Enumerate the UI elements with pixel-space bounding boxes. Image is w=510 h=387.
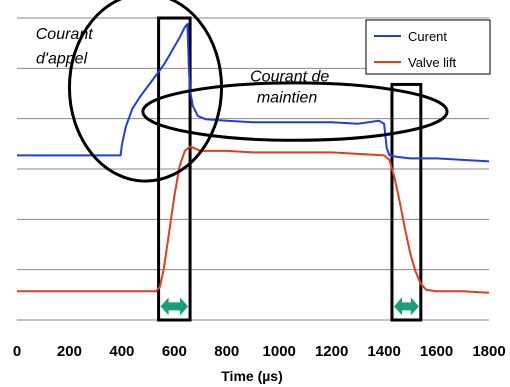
- annotation-ellipses: [67, 0, 449, 183]
- x-tick-label: 1800: [472, 343, 505, 360]
- range-arrow: [160, 297, 189, 316]
- series-line-valve-lift: [17, 145, 490, 294]
- series-lines: [17, 23, 490, 294]
- x-tick-label: 1400: [367, 343, 400, 360]
- annotation-label: Courant: [36, 26, 93, 43]
- annotation-label: maintien: [257, 90, 318, 107]
- annotations: Courant d'appel Courant de maintien: [36, 26, 330, 106]
- x-tick-labels: 0 200 400 600 800 1000 1200 1400 1600 1800: [13, 343, 506, 360]
- series-line-curent: [17, 23, 490, 163]
- legend: Curent Valve lift: [365, 19, 491, 75]
- highlight-window: [157, 16, 192, 322]
- x-tick-label: 1600: [420, 343, 453, 360]
- x-tick-label: 200: [57, 343, 82, 360]
- x-tick-label: 0: [13, 343, 21, 360]
- legend-label-curent: Curent: [408, 29, 447, 44]
- highlight-windows: [157, 16, 423, 322]
- x-tick-label: 800: [214, 343, 239, 360]
- x-tick-label: 600: [162, 343, 187, 360]
- x-tick-label: 1200: [315, 343, 348, 360]
- annotation-label: Courant de: [250, 68, 329, 85]
- x-axis-label: Time (µs): [221, 368, 283, 384]
- highlight-window: [390, 82, 423, 322]
- legend-box: [365, 19, 491, 75]
- x-tick-label: 1000: [263, 343, 296, 360]
- x-tick-label: 400: [109, 343, 134, 360]
- range-arrow: [393, 297, 419, 316]
- legend-label-valve-lift: Valve lift: [408, 55, 457, 70]
- annotation-ellipse: [141, 81, 449, 142]
- range-arrows: [160, 297, 419, 316]
- annotation-label: d'appel: [36, 50, 88, 67]
